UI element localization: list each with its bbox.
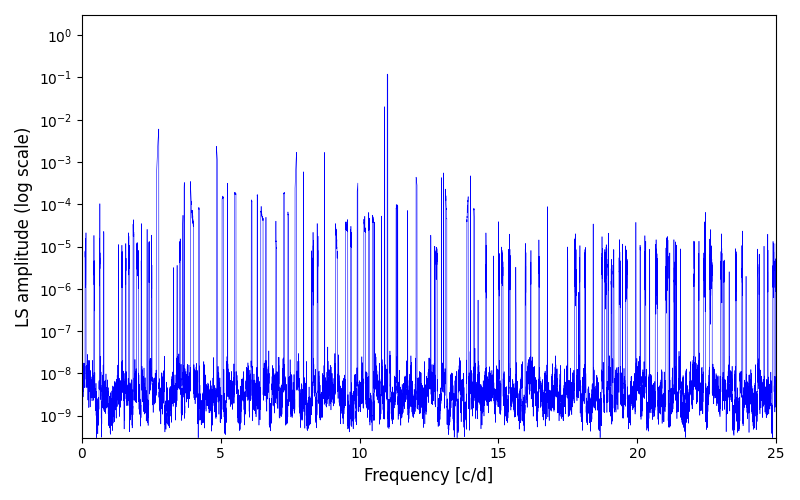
X-axis label: Frequency [c/d]: Frequency [c/d] xyxy=(364,467,494,485)
Y-axis label: LS amplitude (log scale): LS amplitude (log scale) xyxy=(15,126,33,326)
